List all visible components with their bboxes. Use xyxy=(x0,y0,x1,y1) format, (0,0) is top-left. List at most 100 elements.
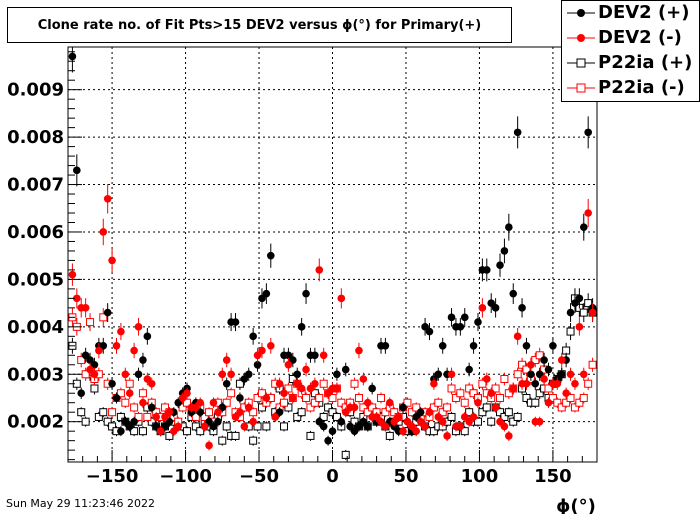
data-point xyxy=(200,412,209,421)
data-point xyxy=(359,375,368,383)
x-tick-label: 0 xyxy=(326,466,339,487)
data-point xyxy=(125,379,134,388)
data-point xyxy=(293,370,302,379)
data-point xyxy=(333,370,341,379)
data-point xyxy=(311,379,319,388)
data-point xyxy=(527,360,535,369)
legend-item-dev2-minus: DEV2 (-) xyxy=(562,26,699,51)
data-point xyxy=(244,403,253,412)
data-point xyxy=(535,351,544,360)
data-point xyxy=(77,408,86,417)
data-point xyxy=(200,422,209,431)
data-point xyxy=(557,403,566,412)
data-point xyxy=(496,261,504,269)
data-point xyxy=(138,389,147,398)
data-point xyxy=(262,394,271,402)
data-point xyxy=(218,436,227,445)
data-point xyxy=(174,422,183,431)
data-point xyxy=(121,370,130,379)
data-point xyxy=(319,351,328,360)
data-point xyxy=(231,431,240,440)
data-point xyxy=(147,379,156,388)
data-point xyxy=(73,294,81,303)
data-point xyxy=(522,393,531,402)
data-point xyxy=(183,389,191,398)
data-point xyxy=(103,308,112,317)
data-point xyxy=(429,403,438,412)
data-point xyxy=(487,417,496,426)
data-point xyxy=(68,270,77,279)
data-point xyxy=(451,393,460,402)
data-point xyxy=(77,389,86,398)
open-square-marker-icon xyxy=(567,58,595,68)
data-point xyxy=(332,412,341,421)
data-point xyxy=(531,379,540,388)
data-point xyxy=(130,346,138,355)
data-point xyxy=(333,384,341,393)
y-tick-label: 0.008 xyxy=(7,127,64,148)
data-point xyxy=(341,365,350,374)
data-point xyxy=(491,304,500,312)
data-point xyxy=(363,422,372,431)
data-point xyxy=(81,304,90,312)
data-point xyxy=(394,413,403,421)
data-point xyxy=(557,370,566,379)
data-point xyxy=(579,370,588,379)
data-point xyxy=(522,342,531,350)
legend-label: P22ia (+) xyxy=(598,52,693,73)
data-point xyxy=(262,289,271,298)
data-point xyxy=(500,412,509,421)
data-point xyxy=(337,417,346,426)
data-point xyxy=(112,394,121,402)
data-point xyxy=(553,379,562,388)
data-point xyxy=(302,289,310,298)
data-point xyxy=(236,394,244,402)
data-point xyxy=(297,323,306,331)
data-point xyxy=(257,403,266,412)
data-point xyxy=(324,403,333,412)
data-point xyxy=(138,427,147,436)
data-point xyxy=(434,370,443,379)
data-point xyxy=(544,398,553,407)
data-point xyxy=(491,403,500,412)
data-point xyxy=(482,375,491,383)
data-point xyxy=(253,360,262,369)
data-point xyxy=(579,393,588,402)
data-point xyxy=(103,417,112,426)
data-point xyxy=(227,389,236,398)
data-point xyxy=(557,356,566,364)
data-point xyxy=(522,365,531,374)
data-point xyxy=(570,403,579,412)
data-point xyxy=(143,412,152,421)
data-point xyxy=(562,389,570,398)
data-point xyxy=(165,431,174,440)
data-point xyxy=(478,408,487,417)
data-point xyxy=(513,128,522,137)
data-point xyxy=(513,370,522,379)
data-point xyxy=(407,408,416,417)
data-point xyxy=(81,370,90,379)
y-tick-label: 0.005 xyxy=(7,269,64,290)
data-point xyxy=(390,408,399,417)
data-point xyxy=(218,370,227,379)
data-point xyxy=(465,365,473,374)
series-dev2- xyxy=(68,47,597,446)
data-point xyxy=(81,417,90,426)
x-tick-label: −150 xyxy=(86,466,139,487)
data-point xyxy=(139,356,147,364)
data-point xyxy=(280,389,288,398)
data-point xyxy=(324,436,332,445)
data-point xyxy=(531,356,540,365)
data-point xyxy=(456,323,465,331)
legend-label: P22ia (-) xyxy=(598,77,685,98)
data-point xyxy=(337,294,346,303)
y-tick-label: 0.004 xyxy=(7,317,64,338)
data-point xyxy=(152,413,160,421)
data-point xyxy=(95,346,103,355)
data-point xyxy=(575,294,584,303)
data-point xyxy=(575,398,584,407)
data-point xyxy=(386,398,394,407)
data-point xyxy=(363,408,372,417)
data-point xyxy=(460,427,469,436)
data-point xyxy=(482,403,491,412)
